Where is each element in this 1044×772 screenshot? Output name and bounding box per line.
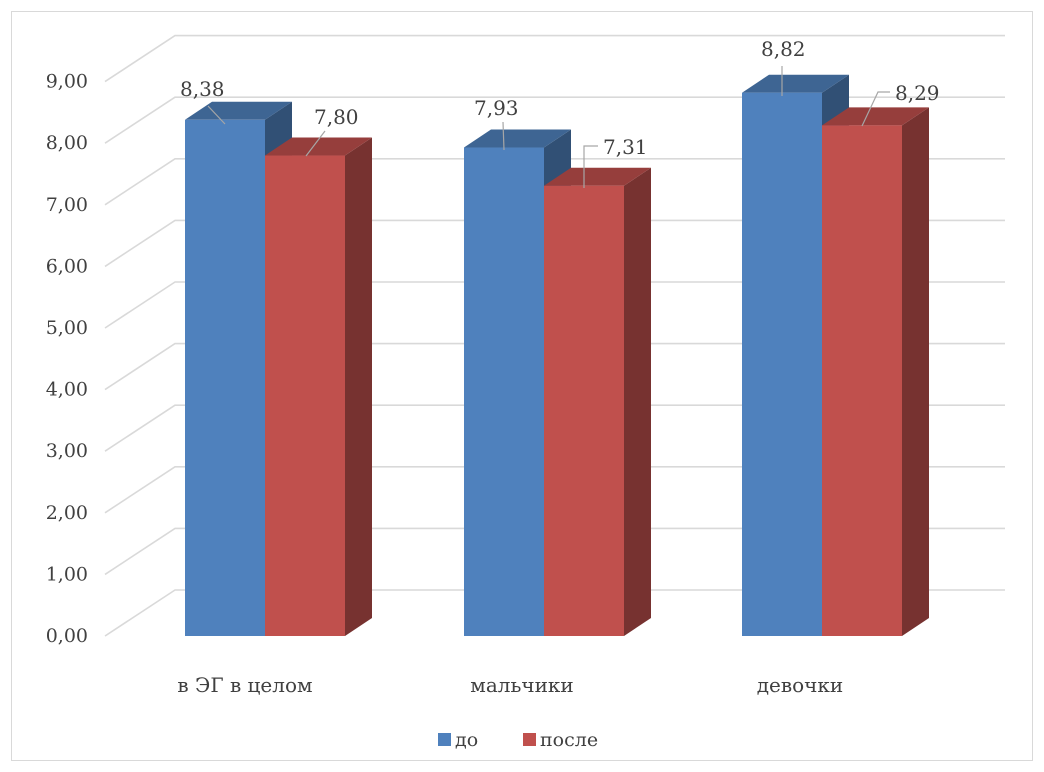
bar-side (624, 167, 651, 637)
data-label: 7,31 (603, 135, 648, 159)
bar-top (822, 107, 929, 126)
bar (265, 155, 345, 636)
gridline (104, 34, 1005, 83)
legend-label: до (455, 729, 478, 751)
bar-top (544, 167, 651, 186)
y-tick-label: 8,00 (46, 132, 88, 154)
y-tick-label: 7,00 (46, 194, 88, 216)
x-category-label: в ЭГ в целом (177, 673, 312, 697)
y-tick-label: 5,00 (46, 317, 88, 339)
bar-top (265, 137, 372, 156)
bar (544, 185, 624, 637)
leader-line (207, 105, 226, 125)
x-category-label: девочки (757, 673, 844, 697)
legend-swatch (438, 733, 451, 746)
y-tick-label: 0,00 (46, 625, 88, 647)
gridline (104, 219, 1005, 268)
legend-swatch (523, 733, 536, 746)
bar (742, 92, 822, 637)
data-label: 7,93 (474, 96, 519, 120)
gridline (104, 527, 1005, 576)
y-tick-label: 9,00 (46, 71, 88, 93)
bar-side (345, 137, 372, 636)
data-label: 8,38 (180, 77, 225, 101)
y-tick-label: 1,00 (46, 563, 88, 585)
bar (822, 125, 902, 636)
legend-label: после (540, 729, 598, 751)
gridline (104, 465, 1005, 514)
gridline (104, 404, 1005, 452)
bar-top (464, 129, 571, 148)
bar-top (185, 101, 292, 120)
gridlines (104, 34, 1005, 637)
y-tick-label: 2,00 (46, 502, 88, 524)
data-label: 7,80 (314, 105, 359, 129)
data-label: 8,29 (895, 81, 940, 105)
gridline (104, 281, 1005, 329)
y-tick-label: 4,00 (46, 379, 88, 401)
leader-line (502, 121, 505, 151)
leader-line (583, 145, 598, 188)
gridline (104, 96, 1005, 144)
bar-side (902, 107, 929, 636)
legend: до после (438, 729, 598, 751)
data-label: 8,82 (761, 37, 806, 61)
y-tick-label: 3,00 (46, 440, 88, 462)
x-category-label: мальчики (470, 673, 573, 697)
bar (464, 147, 544, 636)
y-tick-label: 6,00 (46, 255, 88, 277)
bars (185, 74, 929, 637)
x-axis-categories: в ЭГ в целом мальчики девочки (177, 673, 843, 697)
y-axis-ticks: 0,00 1,00 2,00 3,00 4,00 5,00 6,00 7,00 8,00 9,00 (46, 71, 88, 647)
bar (185, 119, 265, 637)
data-labels: 8,38 7,93 8,82 7,80 7,31 8,29 (180, 37, 940, 188)
leader-line (861, 91, 890, 127)
gridline (104, 589, 1005, 637)
leader-line (305, 130, 326, 157)
bar-top (742, 74, 849, 93)
gridline (104, 158, 1005, 206)
gridline (104, 342, 1005, 391)
